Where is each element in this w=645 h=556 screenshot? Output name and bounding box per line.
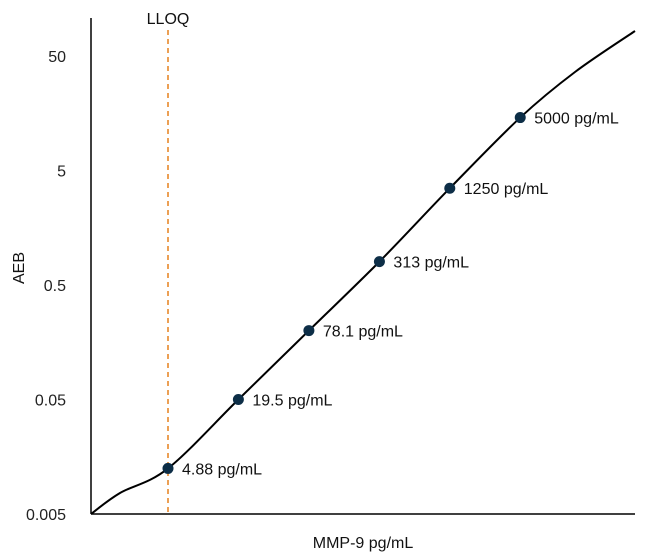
- data-point: [232, 394, 244, 405]
- y-tick-label: 0.5: [44, 278, 66, 295]
- data-point-label: 78.1 pg/mL: [323, 324, 403, 341]
- y-tick-label: 50: [48, 49, 66, 66]
- data-point: [303, 325, 315, 337]
- data-point-label: 5000 pg/mL: [534, 111, 619, 128]
- data-point: [373, 256, 385, 268]
- calibration-curve: [90, 30, 636, 515]
- y-tick-label: 5: [57, 164, 66, 181]
- y-tick-label: 0.05: [35, 393, 66, 410]
- data-point-label: 4.88 pg/mL: [182, 461, 262, 478]
- data-point: [162, 462, 174, 474]
- data-point-label: 19.5 pg/mL: [252, 393, 332, 410]
- data-point-label: 1250 pg/mL: [464, 181, 549, 198]
- y-tick-label: 0.005: [26, 507, 66, 524]
- data-point-label: 313 pg/mL: [393, 255, 469, 272]
- data-point: [514, 112, 526, 124]
- y-axis: 0.005 0.05 0.5 5 50: [26, 18, 92, 524]
- y-axis-title: AEB: [11, 252, 28, 284]
- x-axis-title: MMP-9 pg/mL: [313, 535, 414, 552]
- data-point: [444, 182, 456, 194]
- lloq-label: LLOQ: [147, 11, 190, 28]
